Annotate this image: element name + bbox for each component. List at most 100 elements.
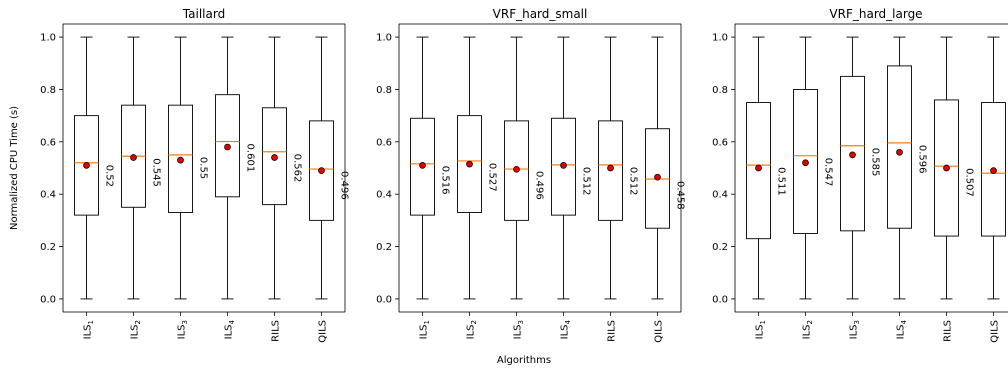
median-value-label: 0.496 <box>534 171 545 200</box>
x-tick-label: ILS4 <box>224 319 237 339</box>
panel-title: VRF_hard_large <box>829 7 922 21</box>
median-value-label: 0.512 <box>628 167 639 196</box>
plot-frame <box>62 23 346 313</box>
box-ILS2: 0.527 <box>457 36 498 300</box>
mean-marker <box>318 167 325 174</box>
iqr-box <box>887 65 912 229</box>
x-tick-label-base: RILS <box>943 320 954 342</box>
box-QILS: 0.496 <box>309 36 350 300</box>
x-tick-label-subscript: 4 <box>900 319 908 324</box>
box-ILS4: 0.596 <box>887 36 928 300</box>
y-tick-label: 0.0 <box>376 294 392 305</box>
iqr-box <box>746 102 771 240</box>
median-value-label: 0.512 <box>581 167 592 196</box>
mean-marker <box>990 167 997 174</box>
x-tick-label-base: ILS <box>513 324 524 339</box>
y-tick-label: 0.4 <box>376 190 392 201</box>
y-tick-label: 0.2 <box>712 242 728 253</box>
panel-title: VRF_hard_small <box>493 7 588 21</box>
x-tick-label-base: ILS <box>466 324 477 339</box>
iqr-box <box>840 75 865 232</box>
x-tick-label-subscript: 2 <box>470 320 478 324</box>
x-tick-label: QILS <box>318 320 329 343</box>
median-value-label: 0.585 <box>870 148 881 177</box>
iqr-box <box>262 107 287 206</box>
x-tick-label-base: ILS <box>802 324 813 339</box>
y-tick-label: 0.0 <box>40 294 56 305</box>
mean-marker <box>177 156 184 164</box>
iqr-box <box>410 117 435 216</box>
x-tick-label: RILS <box>271 320 282 342</box>
mean-marker <box>130 154 137 161</box>
x-tick-label-base: QILS <box>654 320 665 343</box>
x-tick-label-base: ILS <box>224 324 235 339</box>
y-axis-label: Normalized CPU Time (s) <box>9 106 20 230</box>
x-tick-label: RILS <box>607 320 618 342</box>
iqr-box <box>168 104 193 213</box>
box-ILS1: 0.511 <box>746 36 787 300</box>
box-RILS: 0.562 <box>262 36 303 300</box>
median-value-label: 0.496 <box>339 171 350 200</box>
box-RILS: 0.512 <box>598 36 639 300</box>
mean-marker <box>755 164 762 172</box>
median-value-label: 0.601 <box>245 144 256 173</box>
iqr-box <box>551 117 576 216</box>
y-tick-label: 0.8 <box>40 85 56 96</box>
x-tick-label-subscript: 1 <box>759 320 767 324</box>
iqr-box <box>309 120 334 221</box>
iqr-box <box>981 102 1006 237</box>
mean-marker <box>224 143 231 151</box>
x-axis-label: Algorithms <box>497 355 551 366</box>
y-tick-label: 1.0 <box>376 33 392 44</box>
x-tick-label-base: ILS <box>130 324 141 339</box>
mean-marker <box>466 160 473 168</box>
iqr-box <box>793 89 818 234</box>
x-tick-label: ILS1 <box>419 320 432 339</box>
x-tick-label-subscript: 1 <box>87 320 95 324</box>
x-tick-label-base: ILS <box>849 324 860 339</box>
y-tick-label: 0.2 <box>376 242 392 253</box>
x-tick-label-subscript: 3 <box>853 320 861 324</box>
x-tick-label-subscript: 1 <box>423 320 431 324</box>
median-value-label: 0.596 <box>917 145 928 174</box>
plot-frame <box>398 23 682 313</box>
x-tick-label: ILS4 <box>560 319 573 339</box>
mean-marker <box>560 162 567 169</box>
box-ILS2: 0.547 <box>793 36 834 300</box>
box-ILS4: 0.601 <box>215 36 256 300</box>
plot-frame <box>734 23 1008 313</box>
median-value-label: 0.516 <box>440 166 451 195</box>
y-tick-label: 0.0 <box>712 294 728 305</box>
median-value-label: 0.55 <box>198 157 209 179</box>
x-tick-label-subscript: 3 <box>181 320 189 324</box>
mean-marker <box>802 159 809 167</box>
chart-panel-1: Taillard0.00.20.40.60.81.00.52ILS10.545I… <box>40 7 349 343</box>
x-tick-label: QILS <box>990 320 1001 343</box>
y-tick-label: 0.6 <box>40 137 56 148</box>
y-tick-label: 1.0 <box>40 33 56 44</box>
x-tick-label: ILS1 <box>755 320 768 339</box>
x-tick-label-subscript: 2 <box>806 320 814 324</box>
box-ILS3: 0.55 <box>168 36 209 300</box>
mean-marker <box>654 173 661 181</box>
x-tick-label-base: ILS <box>560 324 571 339</box>
mean-marker <box>943 164 950 172</box>
iqr-box <box>74 115 99 216</box>
median-value-label: 0.562 <box>292 154 303 183</box>
mean-marker <box>513 165 520 173</box>
median-value-label: 0.511 <box>776 167 787 196</box>
x-tick-label: RILS <box>943 320 954 342</box>
mean-marker <box>83 162 90 169</box>
iqr-box <box>215 94 240 198</box>
x-tick-label: ILS1 <box>83 320 96 339</box>
median-value-label: 0.507 <box>964 168 975 197</box>
x-tick-label-base: RILS <box>271 320 282 342</box>
chart-panel-2: VRF_hard_small 0.0 0.2 0.4 0.6 0.8 1.0 0.516 ILS… <box>376 7 685 343</box>
mean-marker <box>896 148 903 156</box>
x-tick-label: QILS <box>654 320 665 343</box>
box-QILS: 0.458 <box>645 36 686 300</box>
y-tick-label: 0.6 <box>712 137 728 148</box>
y-tick-label: 0.8 <box>712 85 728 96</box>
x-tick-label-subscript: 4 <box>564 319 572 324</box>
